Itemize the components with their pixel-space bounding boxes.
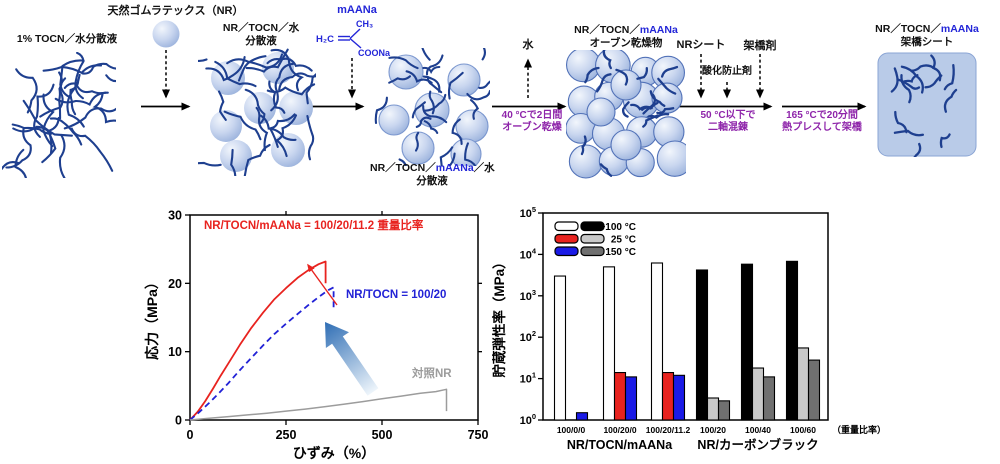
svg-text:500: 500 [372, 428, 393, 442]
maana-structure-diagram: H₂C CH₃ COONa [316, 19, 391, 58]
oven-dried-label: NR／TOCN／mAANa オーブン乾燥物 [574, 24, 678, 49]
nr-tocn-dispersion-diagram [198, 48, 316, 176]
step1-label: 1% TOCN／水分散液 [16, 33, 118, 45]
svg-text:100/20/11.2: 100/20/11.2 [646, 425, 691, 435]
svg-text:10: 10 [168, 345, 182, 359]
antioxidant-label: 酸化防止剤 [702, 66, 752, 77]
svg-text:貯蔵弾性率（MPa）: 貯蔵弾性率（MPa） [491, 255, 507, 377]
svg-text:ひずみ（%）: ひずみ（%） [293, 445, 375, 461]
svg-text:100/60: 100/60 [790, 425, 816, 435]
svg-text:100/20: 100/20 [700, 425, 726, 435]
svg-text:150 °C: 150 °C [605, 247, 636, 258]
water-label: 水 [522, 39, 534, 51]
svg-text:0: 0 [175, 414, 182, 428]
crosslinked-sheet-diagram [877, 52, 977, 157]
svg-text:30: 30 [168, 209, 182, 223]
svg-text:対照NR: 対照NR [411, 366, 452, 380]
svg-text:102: 102 [520, 329, 536, 344]
svg-text:100/20/0: 100/20/0 [603, 425, 636, 435]
crosslinker-label: 架橋剤 [743, 40, 777, 52]
svg-text:H₂C: H₂C [316, 34, 334, 45]
svg-text:750: 750 [468, 428, 489, 442]
svg-text:NR/カーボンブラック: NR/カーボンブラック [697, 437, 818, 452]
maana-title: mAANa [337, 4, 377, 16]
nr-sheet-label: NRシート [676, 39, 726, 51]
svg-text:NR/TOCN/mAANa: NR/TOCN/mAANa [567, 438, 673, 452]
svg-text:25 °C: 25 °C [611, 235, 636, 246]
svg-text:101: 101 [520, 371, 536, 386]
stress-strain-chart: 0 250 500 750 0 10 20 30 ひずみ（%） 応力（MPa） NR/TOCN/mA… [144, 209, 489, 462]
svg-text:NR/TOCN/mAANa = 100/20/11.2 重量: NR/TOCN/mAANa = 100/20/11.2 重量比率 [204, 218, 424, 232]
svg-text:（重量比率）: （重量比率） [832, 424, 886, 435]
oven-dried-product-diagram [566, 50, 686, 179]
svg-text:100/0/0: 100/0/0 [557, 425, 586, 435]
svg-text:−100 °C: −100 °C [599, 222, 636, 233]
svg-text:100: 100 [520, 412, 536, 427]
svg-text:250: 250 [276, 428, 297, 442]
oven-dry-note: 40 °Cで2日間 オーブン乾燥 [501, 110, 563, 133]
kneading-note: 50 °C以下で 二軸混錬 [700, 110, 756, 133]
svg-text:103: 103 [520, 288, 536, 303]
natural-rubber-latex-label: 天然ゴムラテックス（NR） [107, 5, 244, 17]
step3-label: NR／TOCN／mAANa／水 分散液 [370, 162, 495, 187]
nr-tocn-maana-dispersion-diagram [374, 48, 490, 166]
storage-modulus-chart: 100 101 102 103 104 105 貯蔵弾性率（MPa） 100/0/0 100/2… [491, 205, 886, 452]
svg-text:NR/TOCN = 100/20: NR/TOCN = 100/20 [346, 289, 446, 301]
svg-text:CH₃: CH₃ [356, 19, 373, 29]
svg-text:0: 0 [187, 428, 194, 442]
tocn-network-diagram [2, 52, 116, 178]
svg-text:COONa: COONa [358, 48, 391, 58]
svg-text:応力（MPa）: 応力（MPa） [144, 275, 160, 360]
svg-text:100/40: 100/40 [745, 425, 771, 435]
svg-text:105: 105 [520, 205, 536, 220]
svg-text:20: 20 [168, 277, 182, 291]
step2-label: NR／TOCN／水 分散液 [222, 22, 300, 47]
crosslinked-sheet-label: NR／TOCN／mAANa 架橋シート [875, 23, 979, 48]
hot-press-note: 165 °Cで20分間 熱プレスして架橋 [782, 110, 862, 133]
svg-text:104: 104 [520, 246, 537, 261]
flow-arrows-layer [141, 20, 867, 111]
